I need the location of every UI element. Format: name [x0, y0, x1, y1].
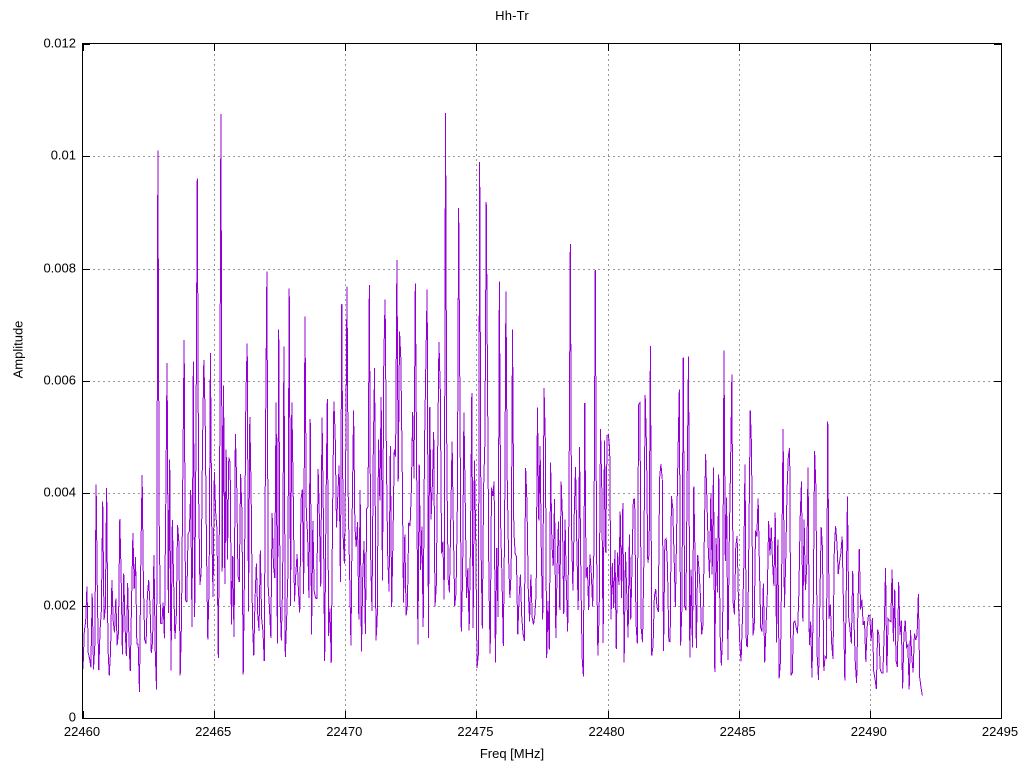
x-tick-label: 22480	[588, 724, 625, 739]
x-tick-label: 22485	[719, 724, 756, 739]
grid-lines	[83, 44, 1001, 718]
y-tick-label: 0.006	[43, 372, 76, 388]
y-tick-label: 0.004	[43, 484, 76, 500]
plot-area	[82, 43, 1002, 719]
axis-tick-marks	[83, 44, 1001, 718]
y-tick-label: 0	[68, 709, 76, 725]
y-axis-tick-labels: 0 0.002 0.004 0.006 0.008 0.01 0.012	[0, 0, 76, 768]
x-axis-label: Freq [MHz]	[479, 746, 545, 761]
spectrum-trace	[83, 113, 923, 696]
chart-title: Hh-Tr	[495, 8, 529, 23]
x-tick-label: 22470	[326, 724, 363, 739]
x-tick-label: 22475	[457, 724, 494, 739]
x-tick-label: 22460	[63, 724, 101, 739]
y-tick-label: 0.008	[43, 260, 76, 276]
y-tick-label: 0.01	[50, 147, 76, 163]
x-tick-label: 22490	[850, 724, 887, 739]
plot-svg	[83, 44, 1001, 718]
x-tick-label: 22465	[195, 724, 232, 739]
y-tick-label: 0.012	[43, 35, 76, 51]
x-tick-label: 22495	[981, 724, 1019, 739]
y-tick-label: 0.002	[43, 597, 76, 613]
